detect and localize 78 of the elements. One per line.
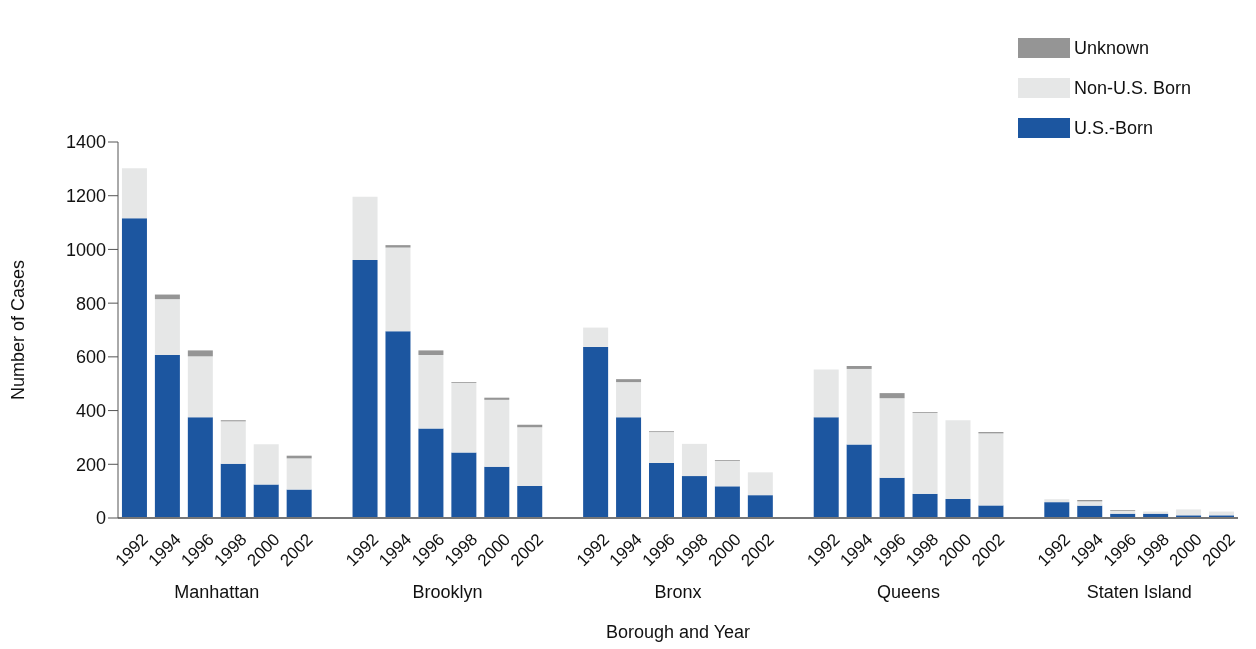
bar bbox=[945, 420, 971, 499]
bar bbox=[352, 196, 378, 260]
y-tick-label: 1400 bbox=[65, 132, 106, 153]
text: Brooklyn bbox=[412, 582, 483, 602]
legend-label: U.S.-Born bbox=[1074, 117, 1154, 139]
bar bbox=[681, 476, 707, 518]
legend-label: Unknown bbox=[1074, 37, 1150, 59]
bar bbox=[616, 417, 642, 518]
bar bbox=[879, 398, 905, 478]
bar bbox=[352, 259, 378, 518]
bar bbox=[912, 493, 938, 518]
bar bbox=[253, 444, 279, 485]
bar bbox=[220, 463, 246, 518]
y-tick-label: 1200 bbox=[65, 186, 106, 207]
bar bbox=[978, 505, 1004, 518]
bar bbox=[813, 417, 839, 518]
bar bbox=[978, 433, 1004, 506]
bar bbox=[649, 462, 675, 518]
bar bbox=[418, 350, 444, 355]
bar bbox=[220, 421, 246, 464]
bar bbox=[747, 472, 773, 496]
y-tick-label: 800 bbox=[75, 293, 106, 314]
bar bbox=[912, 412, 938, 494]
bar bbox=[747, 495, 773, 518]
bar bbox=[1044, 499, 1070, 503]
bar bbox=[418, 428, 444, 518]
bar bbox=[484, 466, 510, 518]
bar bbox=[286, 489, 312, 518]
bar bbox=[879, 393, 905, 399]
bar bbox=[583, 327, 609, 347]
bar bbox=[846, 368, 872, 445]
bar bbox=[418, 354, 444, 429]
text: Queens bbox=[877, 582, 941, 602]
text: Manhattan bbox=[174, 582, 260, 602]
y-tick-label: 0 bbox=[95, 508, 106, 529]
bar bbox=[451, 382, 477, 453]
bar bbox=[1044, 502, 1070, 518]
bar bbox=[846, 365, 872, 369]
bar bbox=[187, 417, 213, 518]
bar bbox=[517, 427, 543, 487]
bar bbox=[813, 369, 839, 418]
y-tick-label: 400 bbox=[75, 400, 106, 421]
bar bbox=[616, 382, 642, 418]
bar bbox=[121, 218, 147, 518]
bar bbox=[385, 331, 411, 518]
bar bbox=[286, 458, 312, 490]
bar bbox=[1077, 501, 1103, 506]
bar bbox=[1176, 509, 1202, 516]
bar bbox=[714, 486, 740, 518]
legend-label: Non-U.S. Born bbox=[1074, 77, 1192, 99]
bar bbox=[714, 460, 740, 487]
bar bbox=[154, 354, 180, 518]
bar bbox=[681, 443, 707, 477]
bar bbox=[945, 498, 971, 518]
bar bbox=[154, 299, 180, 355]
bar bbox=[385, 247, 411, 332]
bar bbox=[846, 444, 872, 518]
bar bbox=[1143, 511, 1169, 514]
text: Bronx bbox=[654, 582, 702, 602]
y-tick-label: 200 bbox=[75, 454, 106, 475]
text: Staten Island bbox=[1086, 582, 1192, 602]
bar bbox=[385, 245, 411, 248]
bar bbox=[583, 346, 609, 518]
y-tick-label: 600 bbox=[75, 347, 106, 368]
bar bbox=[451, 452, 477, 518]
bar bbox=[484, 399, 510, 467]
bar bbox=[187, 356, 213, 418]
bar bbox=[517, 486, 543, 518]
bar bbox=[616, 379, 642, 383]
bar bbox=[187, 350, 213, 357]
y-axis-title: Number of Cases bbox=[8, 259, 29, 401]
bar bbox=[253, 484, 279, 518]
bar bbox=[121, 168, 147, 219]
x-axis-title: Borough and Year bbox=[605, 622, 751, 642]
y-tick-label: 1000 bbox=[65, 239, 106, 260]
bar bbox=[649, 432, 675, 463]
bar bbox=[484, 397, 510, 400]
bar bbox=[879, 477, 905, 518]
